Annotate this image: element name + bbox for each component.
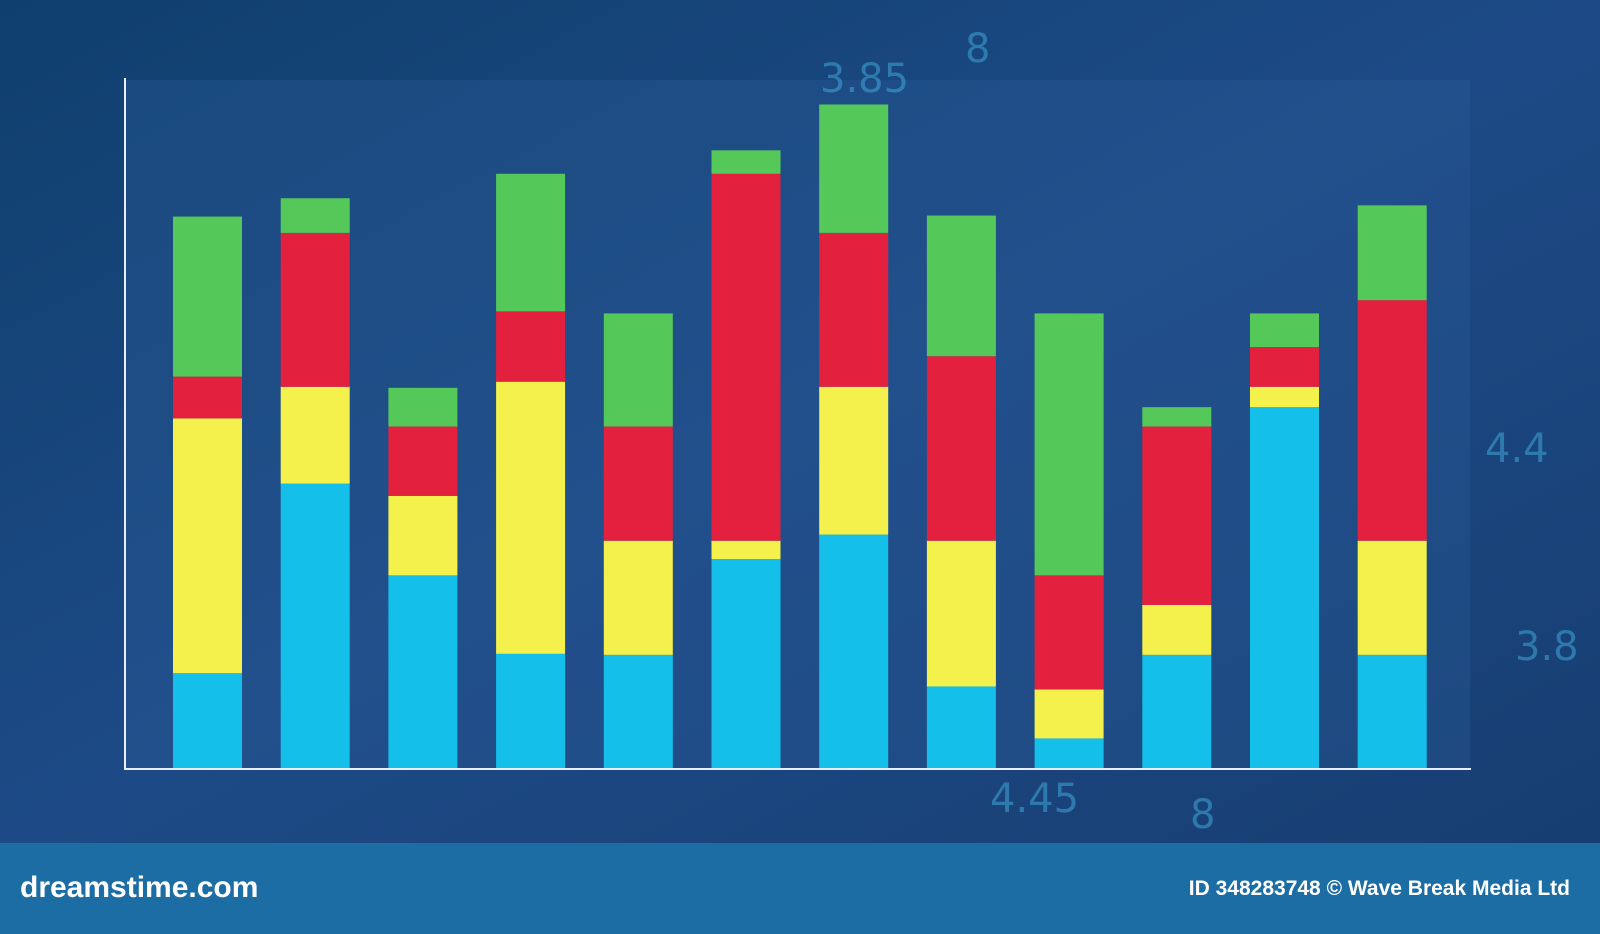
bar-segment <box>711 173 781 541</box>
bar-segment <box>603 654 673 768</box>
bg-number: 3.8 <box>1515 624 1579 670</box>
bg-number: 8 <box>1190 792 1215 838</box>
bar-segment <box>603 313 673 427</box>
bar-segment <box>1250 407 1319 768</box>
bar-segment <box>496 311 566 382</box>
bar-segment <box>1142 426 1212 605</box>
bg-number: 4.45 <box>990 776 1079 822</box>
bar-segment <box>496 653 566 768</box>
bar-segment <box>496 381 566 654</box>
bar-segment <box>1357 300 1427 541</box>
bar-segment <box>388 426 458 496</box>
bar-segment <box>173 418 242 674</box>
background-numbers: 3.85 8 4.45 8 4.4 3.8 <box>820 26 1579 838</box>
bar-segment <box>173 376 242 419</box>
bar-segment <box>1142 604 1212 655</box>
bar-segment <box>1357 654 1427 768</box>
bar-segment <box>1250 386 1319 408</box>
bar-segment <box>603 540 673 655</box>
bar-segment <box>1034 738 1104 768</box>
bar-segment <box>280 483 350 768</box>
bar-segment <box>1034 689 1104 739</box>
bar-segment <box>1142 407 1212 427</box>
bar-segment <box>603 426 673 541</box>
bar-segment <box>173 673 242 768</box>
background <box>0 0 1600 843</box>
bar-segment <box>926 540 996 687</box>
bg-number: 3.85 <box>820 56 909 102</box>
bar-segment <box>280 386 350 484</box>
footer-credit: ID 348283748 © Wave Break Media Ltd <box>1189 877 1570 900</box>
bar-segment <box>1250 313 1319 348</box>
bar-segment <box>819 104 889 233</box>
footer-brand: dreamstime.com <box>20 871 258 904</box>
bar-segment <box>1034 575 1104 690</box>
bar-segment <box>1357 205 1427 301</box>
bar-segment <box>819 534 889 768</box>
bar-segment <box>819 386 889 535</box>
bar-segment <box>1357 540 1427 655</box>
bars <box>173 104 1427 768</box>
bg-number: 8 <box>965 26 990 72</box>
bar-segment <box>280 198 350 233</box>
bar-segment <box>496 173 566 312</box>
bar-segment <box>711 540 781 560</box>
bar-segment <box>388 575 458 768</box>
bar-segment <box>388 387 458 427</box>
bg-number: 4.4 <box>1485 426 1549 472</box>
footer-bar <box>0 843 1600 934</box>
bar-segment <box>819 232 889 387</box>
bar-segment <box>711 150 781 174</box>
bar-segment <box>280 232 350 387</box>
bar-segment <box>1250 347 1319 387</box>
bar-segment <box>173 216 242 377</box>
bar-segment <box>1034 313 1104 576</box>
bar-segment <box>1142 654 1212 768</box>
bar-segment <box>926 215 996 357</box>
bar-segment <box>926 356 996 541</box>
bar-segment <box>711 559 781 768</box>
bar-segment <box>926 686 996 768</box>
bar-segment <box>388 495 458 576</box>
